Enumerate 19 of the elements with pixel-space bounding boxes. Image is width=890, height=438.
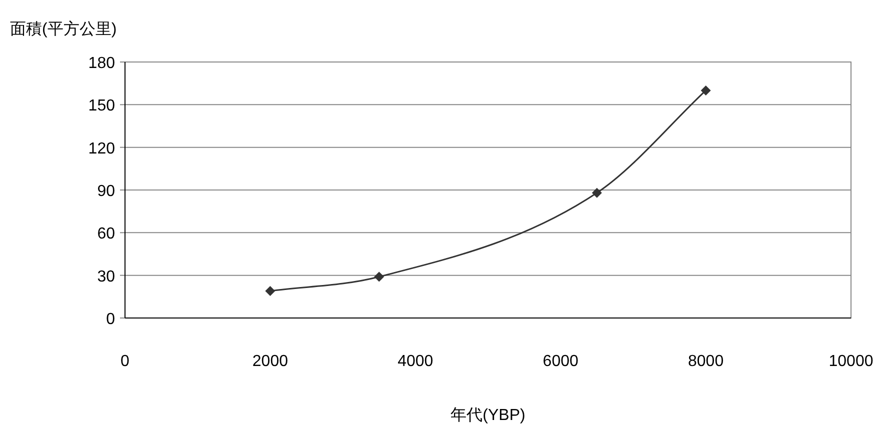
point bbox=[700, 85, 711, 96]
x-tick-label: 6000 bbox=[542, 353, 578, 370]
x-tick-label: 8000 bbox=[688, 353, 724, 370]
y-tick-label: 120 bbox=[88, 140, 116, 158]
point bbox=[374, 272, 384, 282]
y-tick-label: 60 bbox=[97, 226, 116, 243]
y-tick-label: 0 bbox=[106, 311, 116, 328]
x-tick-label: 4000 bbox=[398, 353, 434, 370]
x-tick-label: 0 bbox=[120, 353, 130, 370]
y-tick-label: 180 bbox=[88, 55, 116, 72]
y-axis-title: 面積(平方公里) bbox=[10, 20, 117, 38]
y-tick-label: 30 bbox=[97, 268, 116, 286]
point bbox=[265, 286, 276, 296]
x-axis-title: 年代(YBP) bbox=[450, 407, 526, 424]
x-tick-label: 10000 bbox=[828, 353, 874, 370]
y-tick-label: 150 bbox=[88, 98, 116, 115]
point bbox=[592, 188, 602, 198]
x-tick-label: 2000 bbox=[252, 353, 288, 370]
y-tick-label: 90 bbox=[97, 183, 116, 200]
